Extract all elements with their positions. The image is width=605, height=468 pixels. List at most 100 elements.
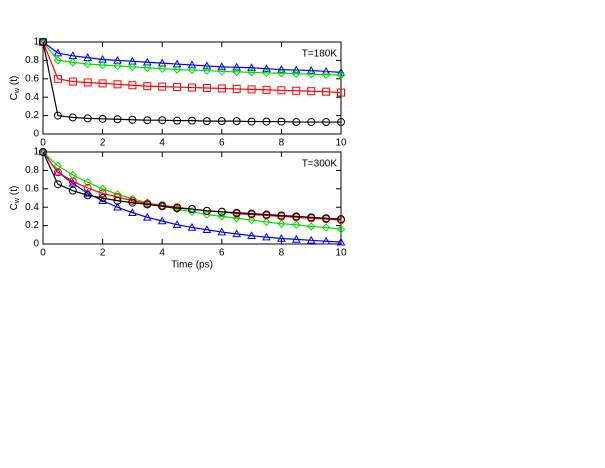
x-tick-label: 0 [40, 138, 46, 149]
marker [292, 212, 301, 221]
marker [277, 65, 286, 73]
marker [173, 83, 182, 92]
marker [217, 117, 226, 126]
x-tick-label: 4 [159, 248, 165, 259]
x-tick-label: 0 [40, 248, 46, 259]
marker [113, 190, 122, 199]
marker [113, 80, 122, 89]
x-tick-label: 10 [335, 138, 347, 149]
y-tick-label: 0.4 [25, 92, 39, 103]
marker [277, 86, 286, 95]
marker [262, 68, 271, 78]
marker [172, 65, 182, 74]
marker [307, 87, 316, 96]
annotation: T=300K [302, 159, 338, 170]
y-axis-label: Cw (t) [9, 76, 21, 101]
marker [202, 84, 211, 92]
marker [232, 208, 241, 217]
marker [98, 194, 107, 202]
marker [157, 58, 167, 67]
marker [113, 196, 122, 205]
marker [262, 217, 271, 227]
marker [53, 56, 63, 65]
marker [68, 58, 78, 67]
y-tick-label: 0.2 [25, 220, 39, 231]
marker [336, 237, 346, 246]
marker [128, 81, 137, 90]
annotation: T=180K [302, 49, 338, 60]
marker [292, 118, 301, 127]
marker [128, 115, 137, 124]
marker [217, 212, 227, 221]
marker [83, 114, 92, 123]
marker [217, 62, 227, 71]
marker [83, 188, 93, 197]
marker [187, 222, 197, 231]
marker [157, 216, 167, 225]
marker [262, 232, 271, 241]
marker [143, 63, 152, 72]
y-axis-label-rest: (t) [9, 76, 20, 85]
marker [262, 210, 271, 219]
marker [83, 59, 92, 69]
x-tick-label: 8 [279, 138, 285, 149]
x-tick-label: 6 [219, 138, 225, 149]
marker [247, 85, 256, 94]
marker [202, 206, 211, 215]
marker [217, 227, 227, 236]
marker [247, 215, 256, 225]
marker [68, 177, 77, 186]
y-tick-label: 1 [33, 147, 39, 158]
marker [202, 61, 212, 70]
marker [53, 74, 62, 83]
marker [68, 77, 77, 86]
marker [322, 87, 331, 96]
marker [232, 229, 242, 238]
y-axis-label-sub: w [14, 197, 21, 204]
marker [306, 235, 316, 244]
series-line [42, 41, 342, 73]
y-tick-label: 0.8 [25, 165, 39, 176]
marker [322, 118, 331, 127]
marker [173, 204, 182, 213]
x-tick-label: 6 [219, 248, 225, 259]
marker [188, 116, 196, 125]
x-tick-label: 2 [100, 138, 106, 149]
marker [306, 222, 316, 231]
marker [142, 212, 152, 221]
marker [98, 196, 107, 205]
marker [336, 225, 346, 234]
marker [291, 65, 301, 74]
marker [262, 117, 271, 126]
marker [53, 161, 63, 171]
y-tick-label: 0.6 [25, 73, 39, 84]
marker [83, 191, 92, 200]
marker [232, 67, 241, 77]
marker [202, 66, 212, 75]
marker [292, 220, 301, 229]
marker [172, 59, 182, 68]
marker [277, 211, 286, 220]
marker [307, 213, 316, 222]
x-tick-label: 8 [279, 248, 285, 259]
marker [68, 113, 77, 122]
marker [337, 215, 345, 224]
marker [291, 234, 301, 243]
marker [277, 69, 286, 78]
marker [53, 180, 62, 189]
series-line [42, 41, 342, 76]
marker [128, 208, 137, 217]
marker [53, 167, 63, 176]
marker [202, 225, 212, 234]
marker [157, 64, 167, 73]
marker [277, 233, 286, 242]
marker [53, 111, 62, 120]
marker [158, 202, 167, 211]
series-line [42, 41, 342, 94]
marker [232, 117, 241, 126]
marker [158, 116, 167, 125]
marker [321, 223, 331, 232]
y-axis-label-main: C [9, 203, 20, 210]
marker [113, 61, 122, 71]
